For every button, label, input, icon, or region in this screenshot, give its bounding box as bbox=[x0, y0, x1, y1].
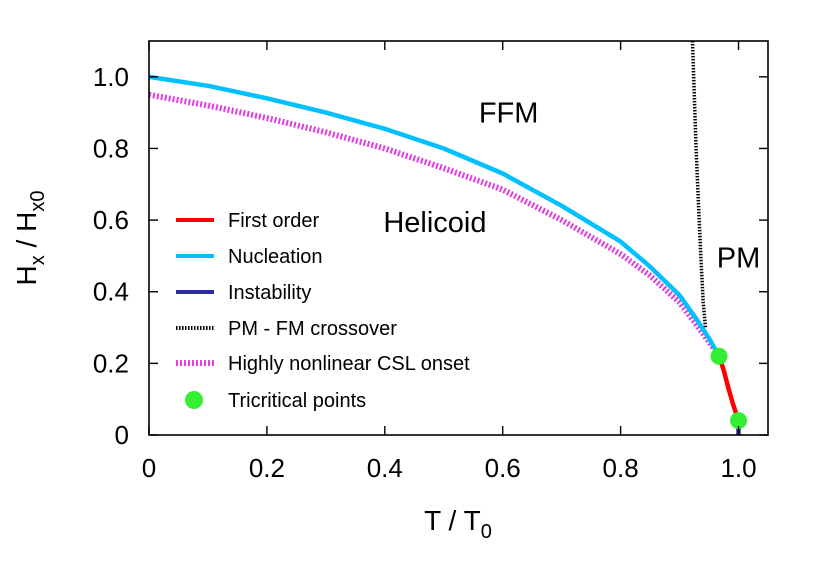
legend-swatch-csl-onset bbox=[176, 360, 214, 366]
x-tick-label: 0.4 bbox=[367, 453, 403, 483]
y-tick-label: 0 bbox=[115, 420, 129, 450]
series-line-nucleation bbox=[149, 74, 722, 358]
legend-label-csl-onset: Highly nonlinear CSL onset bbox=[228, 353, 470, 375]
y-tick-label: 0.8 bbox=[93, 133, 129, 163]
x-tick-label: 0.2 bbox=[249, 453, 285, 483]
x-axis-title: T / T0 bbox=[424, 505, 492, 543]
tricritical-point-2 bbox=[730, 412, 748, 430]
legend-swatch-tricritical bbox=[185, 391, 203, 409]
legend-label-crossover: PM - FM crossover bbox=[228, 318, 397, 340]
x-tick-label: 0.8 bbox=[603, 453, 639, 483]
legend-label-tricritical: Tricritical points bbox=[228, 390, 366, 412]
x-tick-label: 0 bbox=[142, 453, 156, 483]
region-label-ffm: FFM bbox=[479, 98, 539, 130]
tricritical-point-1 bbox=[710, 347, 728, 365]
plot-frame bbox=[148, 40, 769, 436]
y-tick-label: 0.4 bbox=[93, 277, 129, 307]
y-axis-title: Hx / Hx0 bbox=[11, 191, 49, 286]
y-tick-label: 0.2 bbox=[93, 348, 129, 378]
series-line-highly-nonlinear-csl-onset bbox=[149, 91, 722, 358]
legend-label-first-order: First order bbox=[228, 210, 319, 232]
legend-label-nucleation: Nucleation bbox=[228, 246, 323, 268]
region-label-pm: PM bbox=[717, 243, 761, 275]
x-tick-label: 0.6 bbox=[485, 453, 521, 483]
legend-label-instability: Instability bbox=[228, 282, 311, 304]
x-tick-label: 1.0 bbox=[720, 453, 756, 483]
region-label-helicoid: Helicoid bbox=[383, 207, 486, 239]
y-tick-label: 1.0 bbox=[93, 62, 129, 92]
y-tick-label: 0.6 bbox=[93, 205, 129, 235]
legend: First order Nucleation Instability PM - … bbox=[176, 210, 470, 412]
series-line-first-order bbox=[716, 355, 741, 422]
series-line-pm-fm-crossover bbox=[690, 41, 708, 328]
